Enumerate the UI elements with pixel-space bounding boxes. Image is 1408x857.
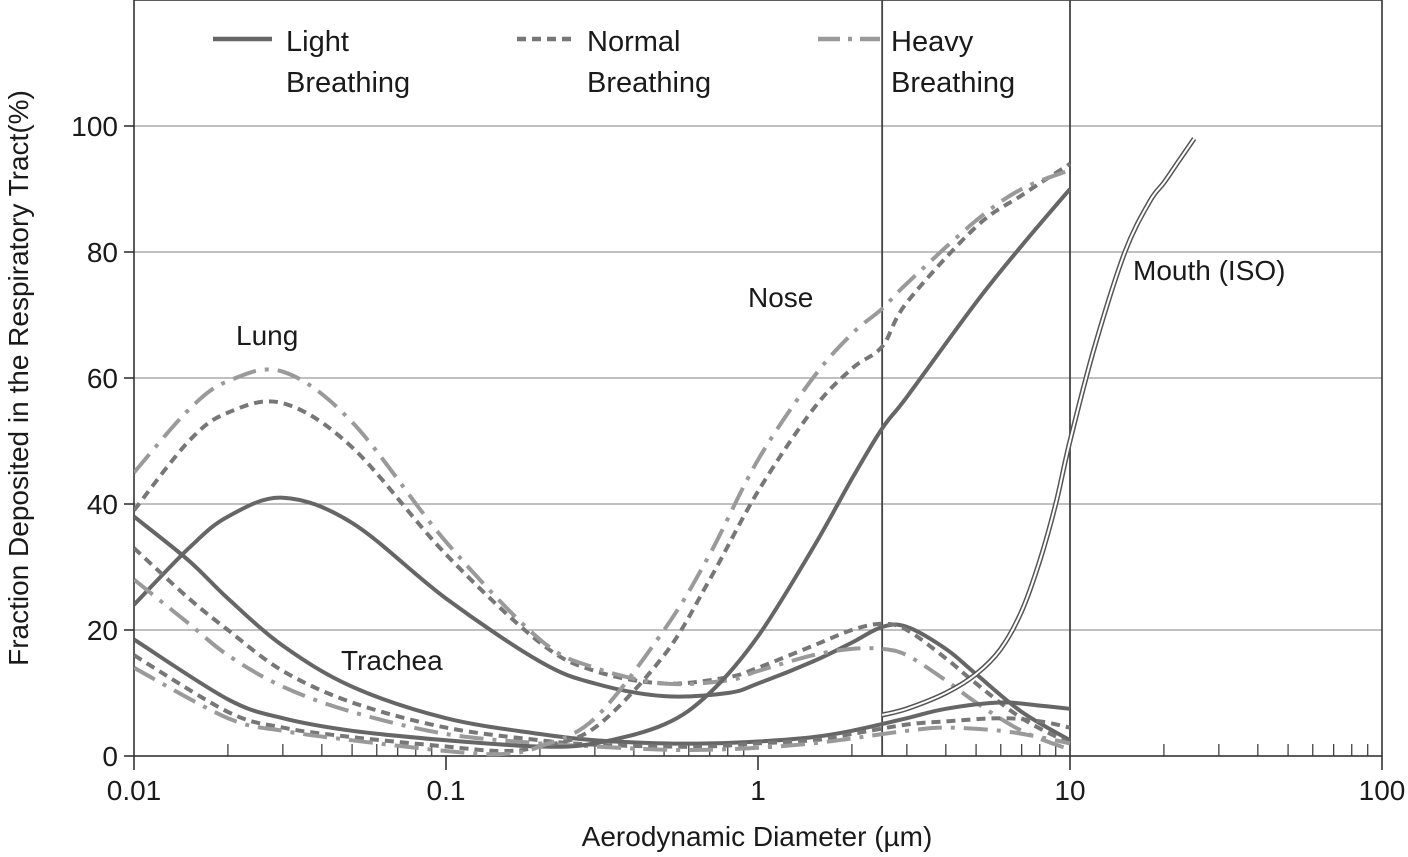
series-lung-normal xyxy=(134,399,1071,746)
annotation-nose: Nose xyxy=(748,282,813,313)
x-axis-ticks: 0.01 0.1 1 10 100 xyxy=(107,744,1406,806)
y-tick-label-40: 40 xyxy=(87,489,118,520)
y-tick-label-100: 100 xyxy=(71,111,118,142)
y-axis-title: Fraction Deposited in the Respiratory Tr… xyxy=(3,90,34,666)
legend-normal-line1: Normal xyxy=(587,26,680,58)
series-nose-light xyxy=(134,187,1072,749)
region-divider-lines xyxy=(881,0,1071,756)
series-trachea-normal xyxy=(134,546,1071,749)
legend-light-line2: Breathing xyxy=(286,67,410,99)
y-tick-label-80: 80 xyxy=(87,237,118,268)
y-tick-label-20: 20 xyxy=(87,615,118,646)
series-layer xyxy=(134,137,1197,757)
x-axis-title: Aerodynamic Diameter (µm) xyxy=(582,821,933,852)
x-tick-label-1: 1 xyxy=(750,775,766,806)
y-axis-ticks: 0 20 40 60 80 100 xyxy=(71,111,134,772)
annotation-mouth: Mouth (ISO) xyxy=(1133,255,1285,286)
annotation-lung: Lung xyxy=(236,320,298,351)
legend-normal-line2: Breathing xyxy=(587,67,711,99)
x-tick-label-0.01: 0.01 xyxy=(107,775,162,806)
x-tick-label-100: 100 xyxy=(1359,775,1406,806)
grid-lines xyxy=(134,125,1382,631)
series-mouth-iso-inner xyxy=(881,138,1196,716)
series-lung-light xyxy=(134,495,1072,743)
series-nose-normal xyxy=(134,162,1072,754)
legend-heavy-line1: Heavy xyxy=(891,26,974,58)
series-trachea-light xyxy=(134,515,1071,746)
y-tick-label-0: 0 xyxy=(102,741,118,772)
series-nose-heavy xyxy=(134,168,1071,757)
series-lung-heavy xyxy=(134,367,1071,752)
annotation-trachea: Trachea xyxy=(341,645,443,676)
x-tick-label-0.1: 0.1 xyxy=(427,775,466,806)
legend-light-line1: Light xyxy=(286,26,349,58)
x-tick-label-10: 10 xyxy=(1054,775,1085,806)
legend-heavy-line2: Breathing xyxy=(891,67,1015,99)
y-tick-label-60: 60 xyxy=(87,363,118,394)
legend: Light Breathing Normal Breathing Heavy B… xyxy=(213,26,1015,99)
